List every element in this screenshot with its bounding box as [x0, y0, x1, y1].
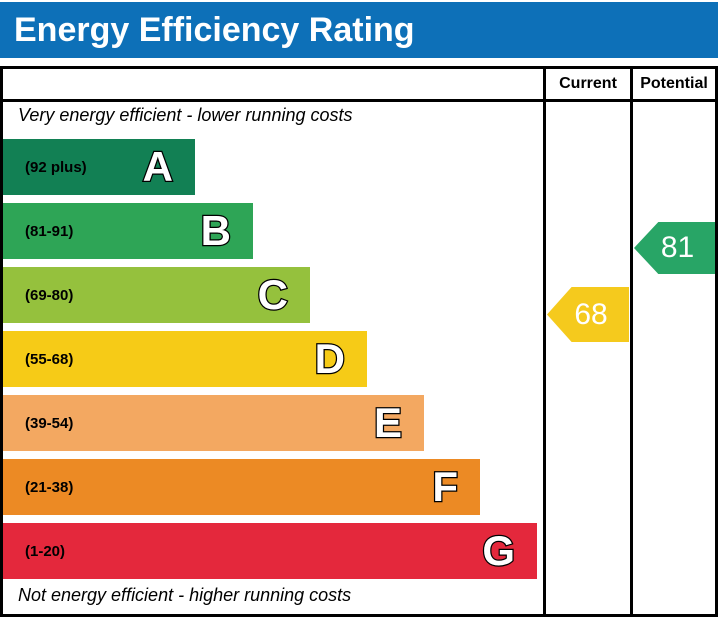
top-note: Very energy efficient - lower running co… — [18, 105, 353, 125]
current-rating-value: 68 — [574, 297, 608, 331]
energy-efficiency-chart: Current Potential Very energy efficient … — [0, 66, 718, 617]
band-range-label: (69-80) — [25, 286, 74, 304]
potential-column-divider — [630, 69, 633, 614]
band-a: (92 plus) A — [3, 139, 195, 195]
potential-column-header: Potential — [640, 75, 708, 92]
current-column-divider — [543, 69, 546, 614]
band-letter: D — [313, 335, 346, 382]
potential-rating-marker: 81 — [634, 222, 715, 274]
band-letter: B — [199, 207, 232, 254]
potential-rating-value: 81 — [660, 231, 695, 264]
band-range-label: (21-38) — [25, 478, 74, 496]
band-range-label: (81-91) — [25, 222, 74, 240]
band-letter: A — [141, 143, 174, 190]
band-range-label: (39-54) — [25, 414, 74, 432]
band-letter: C — [256, 271, 289, 318]
band-range-label: (1-20) — [25, 542, 66, 560]
header-row-divider — [3, 99, 715, 102]
band-f: (21-38) F — [3, 459, 480, 515]
current-column-header: Current — [559, 75, 617, 92]
band-d: (55-68) D — [3, 331, 367, 387]
bottom-note: Not energy efficient - higher running co… — [18, 585, 352, 605]
band-range-label: (92 plus) — [25, 158, 87, 176]
bands-container: (92 plus) A (81-91) B (69-80) C (55-68) … — [3, 139, 537, 587]
title-bar: Energy Efficiency Rating — [0, 2, 718, 58]
band-e: (39-54) E — [3, 395, 424, 451]
band-range-label: (55-68) — [25, 350, 74, 368]
band-letter: F — [431, 463, 459, 510]
band-letter: E — [373, 399, 404, 446]
band-letter: G — [481, 527, 516, 574]
band-b: (81-91) B — [3, 203, 253, 259]
band-c: (69-80) C — [3, 267, 310, 323]
current-rating-marker: 68 — [547, 287, 629, 342]
page-title: Energy Efficiency Rating — [14, 10, 415, 49]
band-g: (1-20) G — [3, 523, 537, 579]
